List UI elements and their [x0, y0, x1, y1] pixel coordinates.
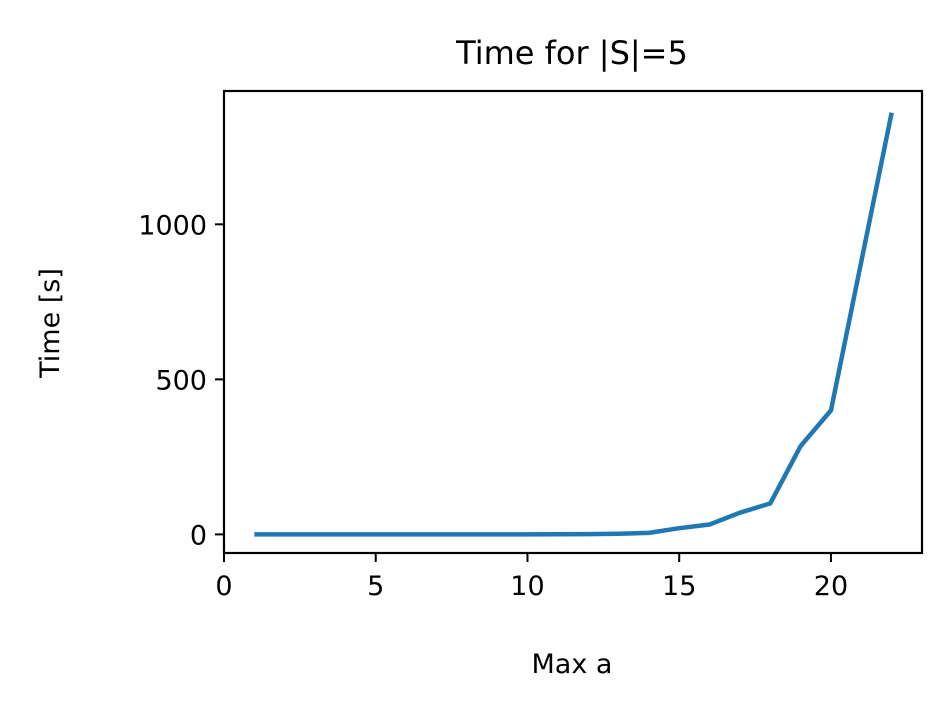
- y-axis-label: Time [s]: [35, 268, 66, 379]
- x-tick-label: 20: [814, 571, 848, 602]
- y-tick-label: 500: [155, 365, 207, 396]
- plot-area: [222, 89, 924, 555]
- y-axis-ticks: 0 500 1000: [138, 210, 224, 551]
- series-layer: [254, 112, 894, 537]
- axes-frame: [222, 89, 924, 555]
- series-line: [254, 112, 894, 537]
- x-axis-ticks: 0 5 10 15 20: [215, 553, 848, 602]
- x-tick-label: 5: [367, 571, 384, 602]
- x-tick-label: 10: [510, 571, 544, 602]
- chart-title: Time for |S|=5: [455, 34, 688, 72]
- y-tick-label: 1000: [138, 210, 207, 241]
- axes-background: [224, 91, 922, 553]
- y-tick-label: 0: [190, 520, 207, 551]
- x-tick-label: 15: [662, 571, 696, 602]
- x-tick-label: 0: [215, 571, 232, 602]
- x-axis-label: Max a: [532, 649, 613, 680]
